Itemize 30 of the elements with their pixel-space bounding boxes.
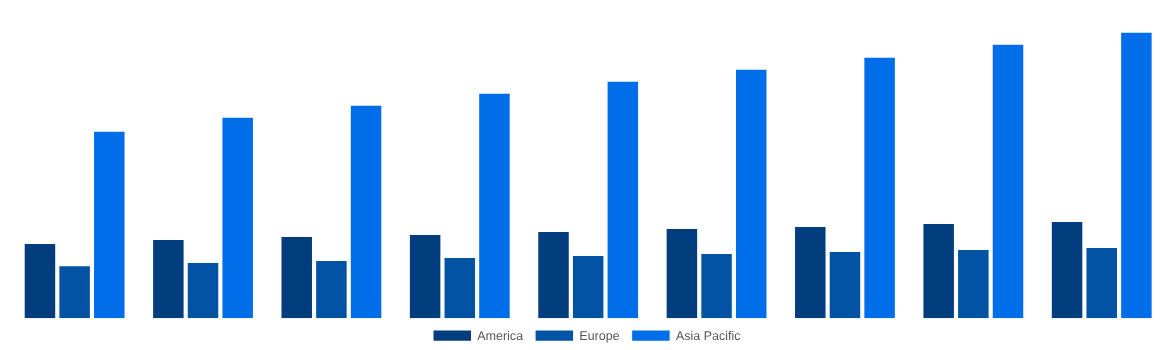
bar [795,227,826,319]
legend-label: Europe [580,331,620,343]
bar [281,237,312,319]
bar [992,44,1024,319]
bar [409,235,441,319]
bar [153,239,184,319]
bar [479,93,510,319]
bar [572,255,604,319]
bar [701,253,732,319]
bar [350,105,382,319]
bar [607,81,639,319]
bar [735,69,767,319]
bar [444,257,476,319]
bar [94,131,125,319]
legend-label: Asia Pacific [675,330,741,341]
bar [1086,247,1117,319]
bar [864,57,895,319]
bar [1121,32,1152,319]
bar [1051,221,1083,319]
bar [222,117,253,319]
bar [316,261,347,319]
bar [24,243,56,319]
bar [538,231,569,319]
bar [958,249,989,319]
legend-label: America [477,330,524,341]
bar [187,263,219,319]
bar [666,229,698,319]
bar [923,223,954,319]
bar [59,266,90,319]
bar [829,251,861,319]
